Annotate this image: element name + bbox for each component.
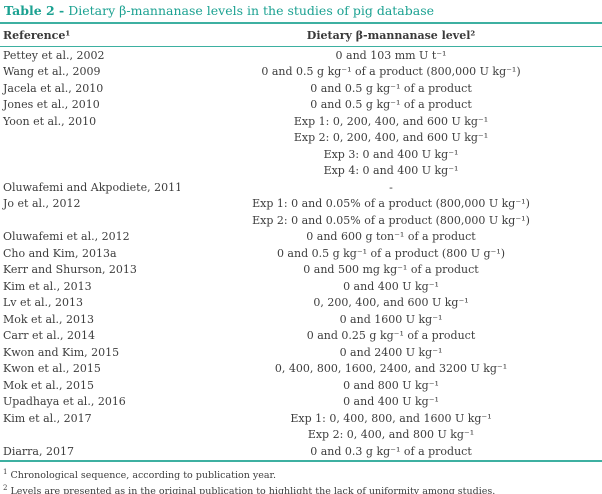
level-cell: 0 and 0.5 g kg⁻¹ of a product (800 U g⁻¹… [276, 246, 506, 260]
level-cell: Exp 2: 0, 400, and 800 U kg⁻¹ [307, 428, 475, 442]
table-bottom-rule [0, 459, 602, 462]
level-cell: Exp 4: 0 and 400 U kg⁻¹ [323, 164, 459, 178]
reference-cell: Mok et al., 2015 [3, 378, 95, 392]
reference-cell: Lv et al., 2013 [3, 296, 84, 310]
table-row: Oluwafemi and Akpodiete, 2011 - [0, 179, 602, 196]
table-row: Mok et al., 2013 0 and 1600 U kg⁻¹ [0, 311, 602, 328]
level-cell: Exp 1: 0 and 0.05% of a product (800,000… [252, 197, 530, 211]
level-cell: 0 and 2400 U kg⁻¹ [339, 345, 443, 359]
table-row: Diarra, 2017 0 and 0.3 g kg⁻¹ of a produc… [0, 443, 602, 460]
reference-cell: Jones et al., 2010 [3, 98, 100, 112]
level-cell: Exp 1: 0, 400, 800, and 1600 U kg⁻¹ [290, 411, 492, 425]
table-row: Jo et al., 2012 Exp 1: 0 and 0.05% of a p… [0, 196, 602, 213]
level-cell: 0 and 0.5 g kg⁻¹ of a product (800,000 U… [261, 65, 521, 79]
table-row: Yoon et al., 2010 Exp 1: 0, 200, 400, and… [0, 113, 602, 130]
reference-cell: Kwon et al., 2015 [3, 362, 101, 376]
table-row: Carr et al., 2014 0 and 0.25 g kg⁻¹ of a … [0, 328, 602, 345]
reference-cell: Wang et al., 2009 [3, 65, 101, 79]
level-cell: 0 and 600 g ton⁻¹ of a product [306, 230, 476, 244]
table-row: Jacela et al., 2010 0 and 0.5 g kg⁻¹ of a… [0, 80, 602, 97]
table-number: Table 2 - [4, 3, 65, 18]
table-row: Exp 2: 0 and 0.05% of a product (800,000… [0, 212, 602, 229]
reference-cell: Kerr and Shurson, 2013 [3, 263, 137, 277]
table-row: Wang et al., 2009 0 and 0.5 g kg⁻¹ of a p… [0, 64, 602, 81]
table-row: Pettey et al., 2002 0 and 103 mm U t⁻¹ [0, 47, 602, 64]
table-header-row: Reference¹ Dietary β-mannanase level² [0, 24, 602, 47]
reference-cell: Kim et al., 2017 [3, 411, 92, 425]
table-row: Jones et al., 2010 0 and 0.5 g kg⁻¹ of a … [0, 97, 602, 114]
level-cell: 0, 200, 400, and 600 U kg⁻¹ [313, 296, 469, 310]
footnote: 1 Chronological sequence, according to p… [3, 466, 602, 483]
level-cell: 0, 400, 800, 1600, 2400, and 3200 U kg⁻¹ [274, 362, 508, 376]
level-cell: 0 and 0.3 g kg⁻¹ of a product [310, 444, 472, 458]
table-footnotes: 1 Chronological sequence, according to p… [0, 462, 602, 494]
level-cell: - [389, 180, 393, 194]
table-row: Kwon and Kim, 2015 0 and 2400 U kg⁻¹ [0, 344, 602, 361]
footnote: 2 Levels are presented as in the origina… [3, 482, 602, 494]
reference-cell: Mok et al., 2013 [3, 312, 95, 326]
level-cell: Exp 3: 0 and 400 U kg⁻¹ [323, 147, 459, 161]
table-title: Table 2 - Dietary β-mannanase levels in … [0, 0, 602, 24]
footnote-marker: 2 [3, 484, 8, 493]
level-cell: 0 and 0.5 g kg⁻¹ of a product [310, 98, 472, 112]
column-header-level: Dietary β-mannanase level² [306, 29, 476, 42]
table-row: Upadhaya et al., 2016 0 and 400 U kg⁻¹ [0, 394, 602, 411]
reference-cell: Diarra, 2017 [3, 444, 74, 458]
reference-cell: Jacela et al., 2010 [3, 81, 104, 95]
reference-cell: Oluwafemi and Akpodiete, 2011 [3, 180, 180, 194]
table-body: Pettey et al., 2002 0 and 103 mm U t⁻¹ Wa… [0, 47, 602, 460]
table-row: Kerr and Shurson, 2013 0 and 500 mg kg⁻¹ … [0, 262, 602, 279]
footnote-text: Levels are presented as in the original … [10, 486, 496, 494]
level-cell: 0 and 1600 U kg⁻¹ [339, 312, 443, 326]
reference-cell: Upadhaya et al., 2016 [3, 395, 126, 409]
level-cell: Exp 1: 0, 200, 400, and 600 U kg⁻¹ [293, 114, 489, 128]
reference-cell: Cho and Kim, 2013a [3, 246, 117, 260]
level-cell: 0 and 103 mm U t⁻¹ [335, 48, 447, 62]
table-row: Exp 2: 0, 400, and 800 U kg⁻¹ [0, 427, 602, 444]
column-header-reference: Reference¹ [3, 29, 71, 42]
table-row: Oluwafemi et al., 2012 0 and 600 g ton⁻¹ … [0, 229, 602, 246]
level-cell: 0 and 800 U kg⁻¹ [343, 378, 439, 392]
reference-cell: Carr et al., 2014 [3, 329, 95, 343]
level-cell: 0 and 0.5 g kg⁻¹ of a product [310, 81, 472, 95]
table-row: Kim et al., 2013 0 and 400 U kg⁻¹ [0, 278, 602, 295]
reference-cell: Pettey et al., 2002 [3, 48, 105, 62]
level-cell: Exp 2: 0 and 0.05% of a product (800,000… [252, 213, 530, 227]
table-row: Kwon et al., 2015 0, 400, 800, 1600, 2400… [0, 361, 602, 378]
level-cell: 0 and 500 mg kg⁻¹ of a product [303, 263, 479, 277]
reference-cell: Kim et al., 2013 [3, 279, 92, 293]
table-row: Mok et al., 2015 0 and 800 U kg⁻¹ [0, 377, 602, 394]
level-cell: 0 and 400 U kg⁻¹ [343, 395, 439, 409]
reference-cell: Kwon and Kim, 2015 [3, 345, 120, 359]
table-row: Lv et al., 2013 0, 200, 400, and 600 U kg… [0, 295, 602, 312]
reference-cell: Oluwafemi et al., 2012 [3, 230, 130, 244]
table-row: Cho and Kim, 2013a 0 and 0.5 g kg⁻¹ of a … [0, 245, 602, 262]
level-cell: 0 and 0.25 g kg⁻¹ of a product [306, 329, 476, 343]
table-row: Exp 3: 0 and 400 U kg⁻¹ [0, 146, 602, 163]
reference-cell: Jo et al., 2012 [3, 197, 81, 211]
level-cell: Exp 2: 0, 200, 400, and 600 U kg⁻¹ [293, 131, 489, 145]
level-cell: 0 and 400 U kg⁻¹ [343, 279, 439, 293]
table-row: Exp 2: 0, 200, 400, and 600 U kg⁻¹ [0, 130, 602, 147]
table-row: Exp 4: 0 and 400 U kg⁻¹ [0, 163, 602, 180]
reference-cell: Yoon et al., 2010 [3, 114, 97, 128]
footnote-marker: 1 [3, 467, 8, 476]
table-caption: Dietary β-mannanase levels in the studie… [68, 3, 435, 18]
footnote-text: Chronological sequence, according to pub… [10, 469, 277, 481]
table-row: Kim et al., 2017 Exp 1: 0, 400, 800, and … [0, 410, 602, 427]
